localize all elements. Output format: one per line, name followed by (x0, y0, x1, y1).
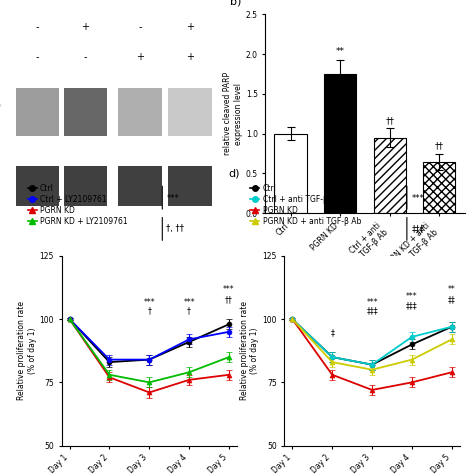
Y-axis label: Relative proliferation rate
(% of day 1): Relative proliferation rate (% of day 1) (240, 301, 259, 400)
Text: †, ††: †, †† (166, 224, 184, 233)
Text: d): d) (228, 169, 240, 179)
Text: ***: *** (411, 193, 424, 202)
FancyBboxPatch shape (64, 88, 107, 136)
FancyBboxPatch shape (16, 88, 59, 136)
Legend: Ctrl, Ctrl + LY2109761, PGRN KD, PGRN KD + LY2109761: Ctrl, Ctrl + LY2109761, PGRN KD, PGRN KD… (27, 184, 128, 226)
FancyBboxPatch shape (118, 166, 162, 206)
Text: **: ** (336, 47, 345, 56)
Text: -: - (36, 53, 39, 63)
Text: †: † (187, 306, 191, 315)
Text: ††: †† (435, 141, 444, 150)
Text: ***: *** (223, 285, 235, 294)
Text: -: - (84, 53, 87, 63)
Text: -: - (36, 22, 39, 32)
Text: ***: *** (366, 298, 378, 307)
Text: ***: *** (183, 298, 195, 307)
Bar (274, 134, 307, 213)
Text: ‡: ‡ (330, 328, 334, 337)
Legend: Ctrl, Ctrl + anti TGF-β Ab, PGRN KD, PGRN KD + anti TGF-β Ab: Ctrl, Ctrl + anti TGF-β Ab, PGRN KD, PGR… (250, 184, 361, 226)
Text: †: † (147, 306, 151, 315)
Text: +: + (136, 53, 144, 63)
Text: ***: *** (166, 193, 179, 202)
Text: ***: *** (144, 298, 155, 307)
Text: **: ** (448, 285, 456, 294)
Text: b): b) (229, 0, 241, 6)
Y-axis label: Relative proliferation rate
(% of day 1): Relative proliferation rate (% of day 1) (18, 301, 36, 400)
Bar (324, 74, 356, 213)
Y-axis label: relative cleaved PARP
expression level: relative cleaved PARP expression level (224, 72, 243, 155)
Text: ‡‡: ‡‡ (448, 295, 456, 304)
Text: ***: *** (406, 292, 418, 301)
Text: ††: †† (385, 116, 394, 125)
Bar (374, 137, 406, 213)
Bar (423, 162, 456, 213)
Text: ‡‡‡: ‡‡‡ (406, 301, 418, 310)
Text: +: + (82, 22, 90, 32)
FancyBboxPatch shape (118, 88, 162, 136)
Text: -: - (138, 22, 142, 32)
Text: ††: †† (225, 295, 233, 304)
Text: ‡‡‡: ‡‡‡ (366, 306, 378, 315)
FancyBboxPatch shape (168, 166, 212, 206)
Text: ‡‡‡: ‡‡‡ (411, 224, 424, 233)
Text: +: + (186, 22, 194, 32)
FancyBboxPatch shape (168, 88, 212, 136)
FancyBboxPatch shape (16, 166, 59, 206)
Text: +: + (186, 53, 194, 63)
FancyBboxPatch shape (64, 166, 107, 206)
